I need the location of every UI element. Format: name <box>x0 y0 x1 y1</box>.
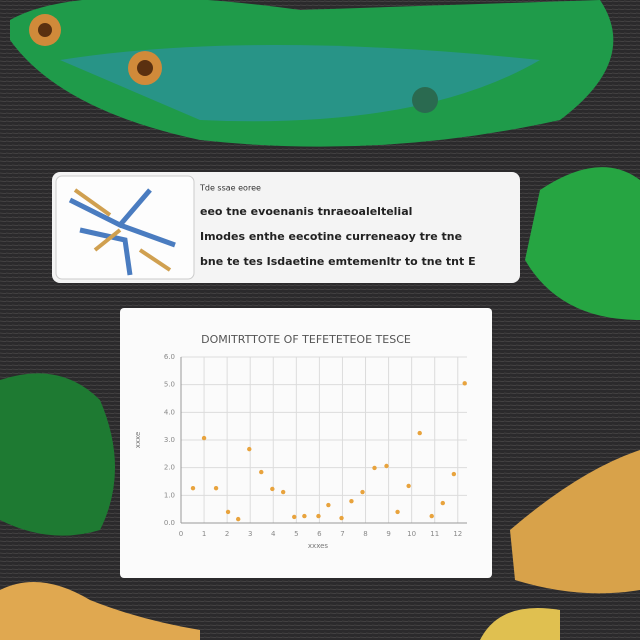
y-tick-label: 6.0 <box>164 353 175 361</box>
x-tick-label: 11 <box>430 530 439 538</box>
x-tick-label: 0 <box>179 530 183 538</box>
y-tick-label: 2.0 <box>164 464 175 472</box>
point <box>201 435 207 441</box>
y-tick-label: 5.0 <box>164 381 175 389</box>
point <box>270 486 275 492</box>
y-tick-label: 3.0 <box>164 436 175 444</box>
point <box>190 485 196 491</box>
y-axis-label: xxxe <box>134 432 142 449</box>
info-card: Tde ssae eoree eeo tne evoenanis tnraeoa… <box>52 172 520 283</box>
x-tick-label: 2 <box>225 530 229 538</box>
point <box>384 463 389 469</box>
x-tick-label: 5 <box>294 530 298 538</box>
point <box>213 485 219 491</box>
x-axis-label: xxxes <box>308 542 329 550</box>
card-title: Tde ssae eoree <box>199 184 261 193</box>
y-tick-label: 4.0 <box>164 408 175 416</box>
point <box>339 515 344 521</box>
point <box>280 489 286 495</box>
point <box>247 446 252 452</box>
point <box>406 483 411 489</box>
x-tick-label: 9 <box>386 530 390 538</box>
point <box>417 430 422 436</box>
point <box>326 502 331 508</box>
chart-title: DOMITRTTOTE OF TEFETETEOE TESCE <box>201 333 411 346</box>
point <box>360 489 365 495</box>
point <box>429 513 434 519</box>
x-tick-label: 3 <box>248 530 252 538</box>
x-tick-label: 8 <box>363 530 367 538</box>
point <box>395 509 400 515</box>
card-text: Imodes enthe eecotine curreneaoy tre tne <box>200 230 462 243</box>
point <box>349 498 354 504</box>
point <box>372 465 377 471</box>
x-tick-label: 10 <box>407 530 416 538</box>
point <box>451 471 457 477</box>
point <box>316 513 321 519</box>
card-text: eeo tne evoenanis tnraeoaleltelial <box>200 205 412 218</box>
point <box>292 514 297 520</box>
card-text: bne te tes Isdaetine emtemenltr to tne t… <box>200 255 476 268</box>
x-tick-label: 6 <box>317 530 322 538</box>
point <box>462 381 467 386</box>
x-tick-label: 4 <box>271 530 276 538</box>
chart-card: DOMITRTTOTE OF TEFETETEOE TESCE xxxes xx… <box>120 308 492 578</box>
point <box>225 509 231 515</box>
point <box>259 469 264 475</box>
point <box>440 500 445 506</box>
point <box>236 516 241 522</box>
y-tick-label: 1.0 <box>164 491 175 499</box>
x-tick-label: 1 <box>202 530 206 538</box>
y-tick-label: 0.0 <box>164 519 175 527</box>
x-tick-label: 12 <box>453 530 462 538</box>
point <box>302 513 307 519</box>
x-tick-label: 7 <box>340 530 344 538</box>
